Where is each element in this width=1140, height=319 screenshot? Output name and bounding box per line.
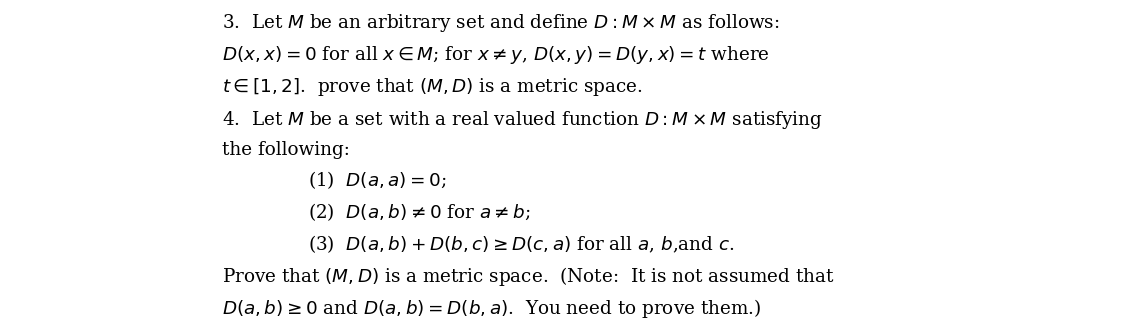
Text: $D(a, b) \geq 0$ and $D(a, b) = D(b, a)$.  You need to prove them.): $D(a, b) \geq 0$ and $D(a, b) = D(b, a)$… [222,297,762,319]
Text: the following:: the following: [222,141,350,159]
Text: (3)  $D(a, b) + D(b, c) \geq D(c, a)$ for all $a$, $b$,and $c$.: (3) $D(a, b) + D(b, c) \geq D(c, a)$ for… [308,233,734,255]
Text: $t \in [1, 2]$.  prove that $(M, D)$ is a metric space.: $t \in [1, 2]$. prove that $(M, D)$ is a… [222,76,643,98]
Text: 3.  Let $M$ be an arbitrary set and define $D : M \times M$ as follows:: 3. Let $M$ be an arbitrary set and defin… [222,12,780,34]
Text: Prove that $(M, D)$ is a metric space.  (Note:  It is not assumed that: Prove that $(M, D)$ is a metric space. (… [222,265,834,288]
Text: $D(x, x) = 0$ for all $x \in M$; for $x \neq y$, $D(x, y) = D(y, x) = t$ where: $D(x, x) = 0$ for all $x \in M$; for $x … [222,44,770,66]
Text: (2)  $D(a, b) \neq 0$ for $a \neq b$;: (2) $D(a, b) \neq 0$ for $a \neq b$; [308,201,531,223]
Text: (1)  $D(a, a) = 0$;: (1) $D(a, a) = 0$; [308,169,447,191]
Text: 4.  Let $M$ be a set with a real valued function $D : M \times M$ satisfying: 4. Let $M$ be a set with a real valued f… [222,109,823,131]
